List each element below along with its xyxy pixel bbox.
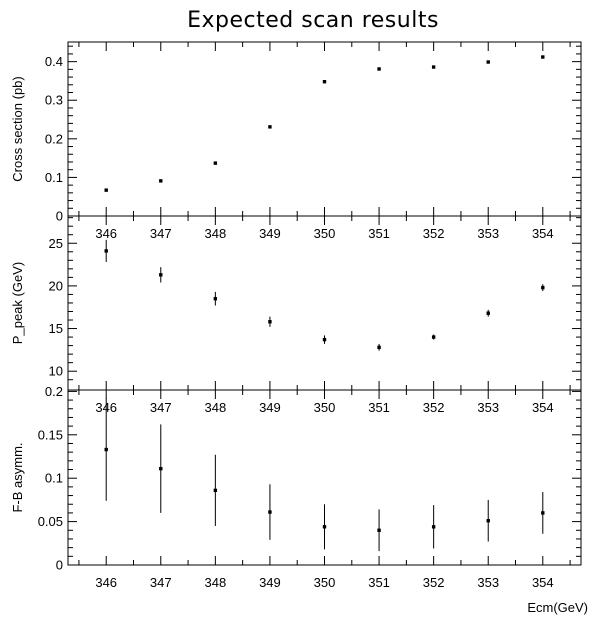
data-point <box>104 447 108 452</box>
data-point <box>322 525 327 529</box>
data-point <box>213 488 218 493</box>
x-tick-label: 354 <box>532 226 554 241</box>
data-point <box>541 511 545 515</box>
panel-frame <box>67 215 582 391</box>
data-point <box>431 65 436 69</box>
data-point <box>104 188 108 192</box>
data-point <box>377 528 381 532</box>
y-tick-label: 0.1 <box>45 471 63 486</box>
data-point <box>431 335 436 339</box>
y-axis-label: P_peak (GeV) <box>10 262 25 344</box>
y-tick-label: 0.3 <box>45 93 63 108</box>
y-tick-label: 10 <box>49 364 63 379</box>
x-tick-label: 354 <box>532 575 554 590</box>
panel-frame <box>67 41 582 217</box>
x-tick-label: 349 <box>259 575 281 590</box>
y-axis-label: Cross section (pb) <box>10 76 25 181</box>
data-point <box>486 60 490 64</box>
x-tick-label: 346 <box>95 575 117 590</box>
x-tick-label: 347 <box>150 400 172 415</box>
y-tick-label: 20 <box>49 278 63 293</box>
x-tick-label: 353 <box>477 400 499 415</box>
x-tick-label: 350 <box>314 400 336 415</box>
x-tick-label: 352 <box>423 400 445 415</box>
panel-1: 346 347 348 349 350 351 352 353 354 0 0.1 0.2 0.3 0.4… <box>10 41 582 241</box>
data-point <box>268 125 272 129</box>
data-point <box>377 67 381 71</box>
data-point <box>486 519 490 523</box>
panel-3: 346 347 348 349 350 351 352 353 354 0 0.05 0.1 0.15 0… <box>10 384 582 590</box>
y-tick-label: 0.2 <box>45 131 63 146</box>
x-tick-label: 349 <box>259 400 281 415</box>
data-point <box>431 525 436 529</box>
x-tick-label: 350 <box>314 575 336 590</box>
x-tick-label: 346 <box>95 226 117 241</box>
x-tick-label: 347 <box>150 226 172 241</box>
x-tick-label: 348 <box>204 400 226 415</box>
chart-title: Expected scan results <box>187 8 439 33</box>
data-point <box>104 249 108 253</box>
x-tick-label: 354 <box>532 400 554 415</box>
data-point <box>322 337 327 342</box>
panels: 346 347 348 349 350 351 352 353 354 0 0.1 0.2 0.3 0.4… <box>10 41 582 590</box>
x-tick-label: 352 <box>423 575 445 590</box>
data-point <box>268 510 272 514</box>
x-tick-label: 353 <box>477 226 499 241</box>
data-point <box>541 55 545 59</box>
y-tick-label: 0.1 <box>45 170 63 185</box>
y-tick-label: 0.05 <box>38 514 63 529</box>
y-tick-label: 0.4 <box>45 54 63 69</box>
data-point <box>159 179 163 183</box>
data-point <box>159 466 163 471</box>
x-tick-label: 353 <box>477 575 499 590</box>
y-tick-label: 0 <box>56 209 63 224</box>
data-point <box>486 311 490 315</box>
data-point <box>213 161 218 165</box>
data-point <box>322 80 327 84</box>
x-axis-label: Ecm(GeV) <box>527 600 588 615</box>
x-tick-label: 348 <box>204 575 226 590</box>
data-point <box>541 285 545 290</box>
x-tick-label: 352 <box>423 226 445 241</box>
y-axis-label: F-B asymm. <box>10 442 25 512</box>
data-point <box>213 296 218 301</box>
x-tick-label: 351 <box>368 226 390 241</box>
x-tick-label: 351 <box>368 400 390 415</box>
y-tick-label: 0.2 <box>45 384 63 399</box>
panel-2: 346 347 348 349 350 351 352 353 354 10 15 20 25 P_pea… <box>10 215 582 415</box>
x-tick-label: 350 <box>314 226 336 241</box>
data-point <box>377 345 381 350</box>
y-tick-label: 0.15 <box>38 427 63 442</box>
x-tick-label: 351 <box>368 575 390 590</box>
data-point <box>268 320 272 324</box>
x-tick-label: 348 <box>204 226 226 241</box>
y-tick-label: 25 <box>49 236 63 251</box>
x-tick-label: 347 <box>150 575 172 590</box>
x-tick-label: 349 <box>259 226 281 241</box>
y-tick-label: 0 <box>56 558 63 573</box>
y-tick-label: 15 <box>49 321 63 336</box>
data-point <box>159 273 163 277</box>
